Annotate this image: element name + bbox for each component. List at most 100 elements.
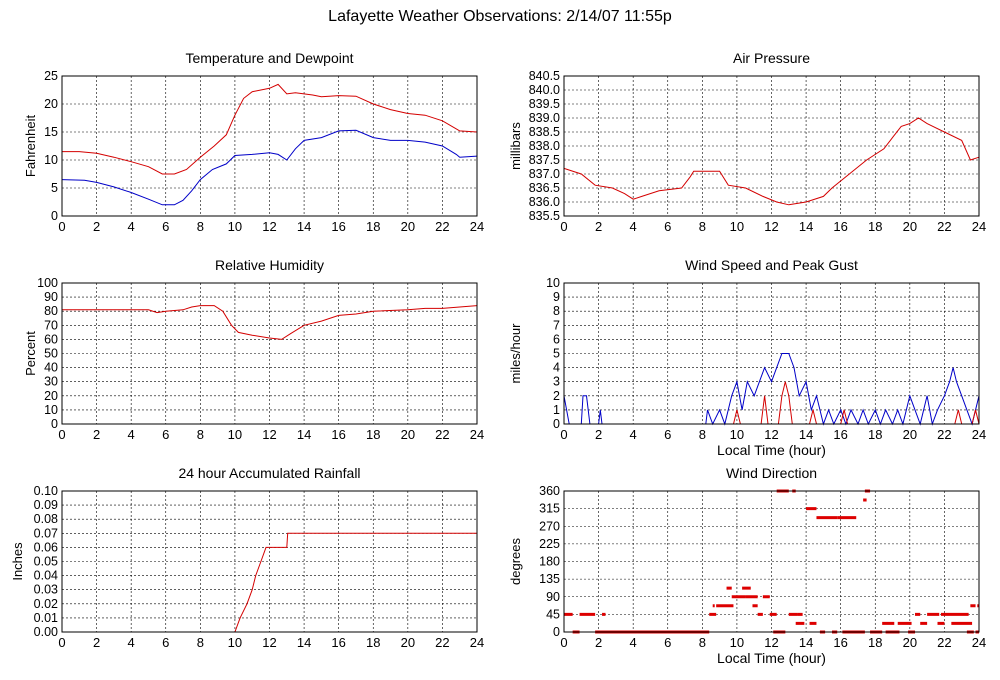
x-tick-label: 2 (595, 635, 602, 650)
y-tick-label: 270 (539, 519, 560, 533)
grid (62, 76, 477, 216)
chart-panel-2: 0 2 4 6 8 10 12 14 16 18 20 22 24835.5836.0836.5837.… (508, 50, 986, 234)
page-title: Lafayette Weather Observations: 2/14/07 … (328, 8, 672, 25)
direction-mark (940, 612, 969, 616)
x-tick-label: 10 (228, 635, 242, 650)
y-tick-label: 10 (44, 153, 58, 167)
x-tick-label: 22 (435, 219, 449, 234)
x-tick-label: 8 (699, 219, 706, 234)
series-line-1 (62, 532, 477, 633)
plot-frame (563, 490, 980, 633)
y-tick-label: 0.08 (34, 512, 58, 526)
x-tick-label: 20 (401, 427, 415, 442)
y-tick-label: 3 (553, 375, 560, 389)
y-tick-label: 840.0 (529, 83, 560, 97)
x-tick-label: 4 (128, 427, 135, 442)
y-tick-label: 5 (51, 181, 58, 195)
direction-mark (951, 621, 973, 625)
plot-frame (563, 75, 980, 217)
y-tick-label: 50 (44, 347, 58, 361)
y-tick-label: 0.00 (34, 625, 58, 639)
direction-mark (742, 586, 751, 590)
y-tick-label: 60 (44, 332, 58, 346)
grid (62, 491, 477, 632)
y-axis-label: miles/hour (508, 323, 523, 384)
x-tick-label: 0 (58, 427, 65, 442)
y-tick-label: 837.5 (529, 153, 560, 167)
x-tick-label: 4 (630, 635, 637, 650)
y-tick-label: 15 (44, 125, 58, 139)
grid (564, 76, 979, 216)
x-tick-label: 12 (764, 219, 778, 234)
y-tick-label: 0.09 (34, 498, 58, 512)
series-line-1 (62, 305, 478, 340)
x-tick-label: 16 (331, 219, 345, 234)
x-tick-label: 20 (903, 635, 917, 650)
direction-mark (797, 612, 803, 616)
series-line-2 (733, 381, 980, 425)
x-tick-label: 2 (93, 635, 100, 650)
x-tick-label: 10 (730, 219, 744, 234)
y-tick-label: 45 (546, 607, 560, 621)
direction-mark (795, 621, 805, 625)
x-tick-label: 14 (297, 427, 311, 442)
y-tick-label: 0.01 (34, 611, 58, 625)
y-tick-label: 5 (553, 347, 560, 361)
y-tick-label: 20 (44, 97, 58, 111)
x-tick-label: 14 (297, 219, 311, 234)
direction-mark (937, 621, 945, 625)
x-tick-label: 16 (833, 427, 847, 442)
x-tick-label: 10 (228, 427, 242, 442)
y-tick-label: 315 (539, 502, 560, 516)
direction-mark (769, 612, 777, 616)
y-tick-label: 180 (539, 555, 560, 569)
direction-mark (882, 621, 895, 625)
direction-mark (731, 595, 746, 599)
direction-mark (837, 516, 857, 520)
y-tick-label: 25 (44, 69, 58, 83)
y-tick-label: 0 (51, 209, 58, 223)
x-tick-label: 6 (664, 635, 671, 650)
y-tick-label: 0.05 (34, 555, 58, 569)
x-tick-label: 24 (972, 219, 986, 234)
x-tick-label: 18 (366, 427, 380, 442)
x-tick-label: 8 (197, 219, 204, 234)
x-tick-label: 8 (197, 427, 204, 442)
x-tick-label: 0 (560, 635, 567, 650)
y-tick-label: 0.04 (34, 569, 58, 583)
direction-mark (762, 595, 770, 599)
y-tick-label: 6 (553, 332, 560, 346)
x-tick-label: 2 (595, 427, 602, 442)
x-tick-label: 22 (937, 635, 951, 650)
y-tick-label: 90 (44, 290, 58, 304)
chart-title: Air Pressure (733, 50, 810, 66)
y-tick-label: 0.03 (34, 583, 58, 597)
y-tick-label: 0 (51, 417, 58, 431)
direction-mark (757, 612, 763, 616)
y-tick-label: 225 (539, 537, 560, 551)
y-tick-label: 20 (44, 389, 58, 403)
direction-mark (788, 612, 798, 616)
y-axis-label: Fahrenheit (23, 115, 38, 178)
grid (62, 283, 477, 424)
x-tick-label: 14 (297, 635, 311, 650)
direction-mark (806, 507, 817, 511)
y-tick-label: 0 (553, 417, 560, 431)
series-line-2 (61, 129, 478, 206)
y-tick-label: 0.07 (34, 526, 58, 540)
y-tick-label: 10 (546, 276, 560, 290)
y-tick-label: 30 (44, 375, 58, 389)
y-tick-label: 7 (553, 318, 560, 332)
x-tick-label: 8 (197, 635, 204, 650)
x-tick-label: 22 (937, 427, 951, 442)
grid (564, 283, 979, 424)
y-tick-label: 838.0 (529, 139, 560, 153)
x-tick-label: 4 (128, 635, 135, 650)
x-axis-label: Local Time (hour) (717, 442, 826, 458)
x-tick-label: 0 (560, 427, 567, 442)
x-tick-label: 6 (162, 219, 169, 234)
direction-mark (809, 621, 817, 625)
x-tick-label: 12 (262, 635, 276, 650)
